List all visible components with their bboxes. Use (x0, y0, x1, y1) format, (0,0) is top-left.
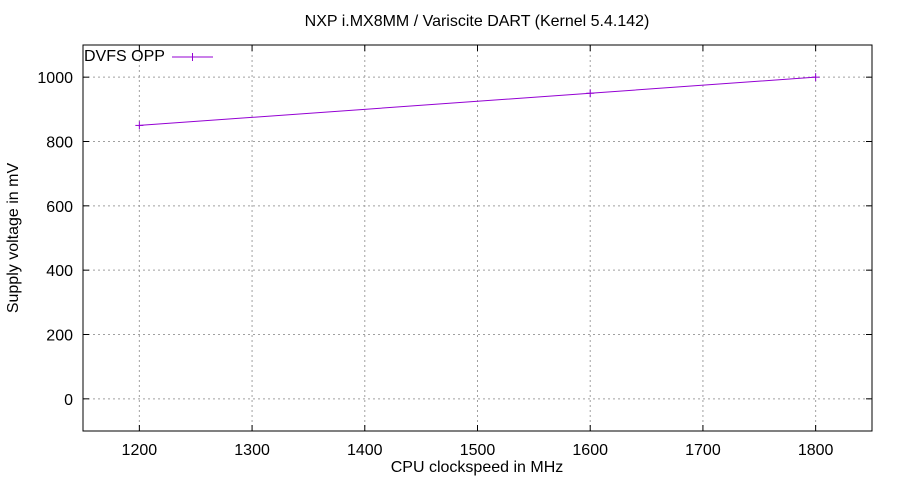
series-line (139, 76, 816, 126)
data-point (811, 73, 820, 82)
x-tick-label: 1700 (685, 442, 721, 459)
series-layer (135, 73, 820, 130)
data-point (586, 89, 595, 98)
grid (83, 45, 872, 431)
y-tick-label: 800 (46, 135, 73, 152)
y-tick-label: 1000 (37, 70, 73, 87)
x-tick-label: 1600 (572, 442, 608, 459)
y-tick-label: 400 (46, 263, 73, 280)
x-tick-label: 1200 (122, 442, 158, 459)
x-tick-label: 1300 (234, 442, 270, 459)
x-tick-label: 1800 (798, 442, 834, 459)
legend-marker-plus (188, 53, 197, 61)
plot-frame (82, 44, 873, 432)
x-tick-label: 1500 (460, 442, 496, 459)
legend-label: DVFS OPP (84, 48, 165, 65)
data-point (135, 121, 144, 130)
y-tick-label: 200 (46, 328, 73, 345)
y-axis-label: Supply voltage in mV (5, 163, 22, 314)
x-axis-label: CPU clockspeed in MHz (391, 459, 564, 476)
y-tick-label: 600 (46, 199, 73, 216)
chart-title: NXP i.MX8MM / Variscite DART (Kernel 5.4… (305, 13, 650, 30)
y-tick-label: 0 (64, 392, 73, 409)
axis-ticks: 1200 1300 1400 1500 1600 1700 1800 0 200 400 600 80… (37, 45, 872, 459)
legend: DVFS OPP (84, 48, 213, 65)
legend-marker (188, 53, 197, 61)
x-tick-label: 1400 (347, 442, 383, 459)
